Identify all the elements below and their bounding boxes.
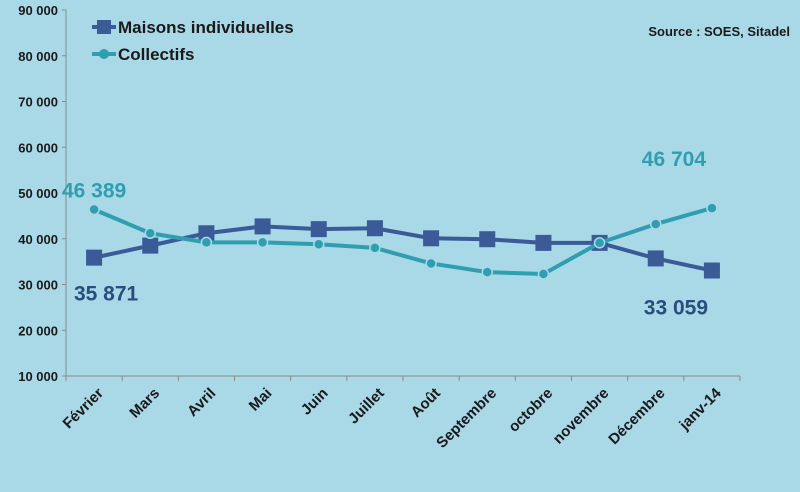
series-point-circle	[200, 236, 213, 249]
x-tick-label: Septembre	[433, 385, 500, 452]
legend-marker-square	[97, 20, 111, 34]
x-tick-label: novembre	[550, 385, 613, 448]
series-point-circle	[537, 268, 550, 280]
x-tick-label: Mars	[126, 385, 163, 422]
series-point-circle	[481, 266, 493, 278]
series-point-circle	[313, 238, 325, 250]
legend-marker-circle	[99, 49, 109, 59]
legend-label: Maisons individuelles	[118, 18, 294, 37]
y-tick-label: 50 000	[18, 186, 58, 201]
x-tick-label: Juillet	[345, 385, 388, 428]
x-tick-label: Mai	[246, 385, 276, 415]
data-label: 33 059	[644, 297, 708, 320]
source-note: Source : SOES, Sitadel	[648, 24, 790, 39]
y-tick-label: 10 000	[18, 369, 58, 384]
series-line-1	[93, 224, 713, 273]
series-point-circle	[706, 202, 718, 214]
series-point-square	[423, 230, 440, 247]
series-point-square	[366, 220, 383, 237]
series-point-circle	[256, 236, 269, 249]
legend-label: Collectifs	[118, 45, 195, 64]
x-axis: Février Mars Avril Mai Juin Juillet AoûtSeptem…	[60, 375, 741, 452]
y-tick-label: 20 000	[18, 323, 58, 338]
data-label: 35 871	[74, 283, 139, 306]
y-axis: 10 000 20 000 30 000 40 000 50 000 60 000 70 0…	[18, 3, 67, 384]
x-tick-label: Juin	[298, 385, 332, 419]
series-group	[86, 202, 720, 280]
series-point-square	[254, 218, 271, 235]
series-point-circle	[144, 227, 156, 240]
series-point-circle	[369, 242, 381, 254]
y-tick-label: 30 000	[18, 278, 58, 293]
series-point-circle	[593, 237, 606, 249]
series-point-circle	[425, 257, 437, 270]
x-tick-label: Août	[408, 385, 444, 421]
series-point-square	[535, 234, 552, 251]
data-label: 46 704	[642, 148, 707, 171]
x-tick-label: Décembre	[605, 385, 668, 448]
series-point-square	[310, 221, 327, 238]
series-point-square	[198, 225, 215, 242]
y-tick-label: 40 000	[18, 232, 58, 247]
series-line-2	[93, 206, 713, 276]
series-point-square	[647, 250, 664, 267]
legend: Maisons individuelles Collectifs	[92, 18, 294, 64]
series-point-square	[142, 237, 159, 254]
x-tick-label: janv-14	[675, 384, 725, 434]
y-tick-label: 90 000	[18, 3, 58, 18]
x-tick-label: Avril	[184, 385, 219, 420]
series-point-circle	[88, 203, 100, 216]
data-labels: 46 389 35 871 46 704 33 059	[62, 148, 708, 319]
x-tick-label: octobre	[505, 385, 556, 436]
series-point-square	[86, 249, 103, 266]
y-tick-label: 60 000	[18, 140, 58, 155]
series-point-square	[479, 231, 496, 248]
data-label: 46 389	[62, 180, 126, 203]
x-tick-label: Février	[60, 385, 108, 433]
series-point-square	[703, 262, 720, 279]
series-point-circle	[650, 218, 662, 230]
y-tick-label: 70 000	[18, 95, 58, 110]
y-tick-label: 80 000	[18, 49, 58, 64]
